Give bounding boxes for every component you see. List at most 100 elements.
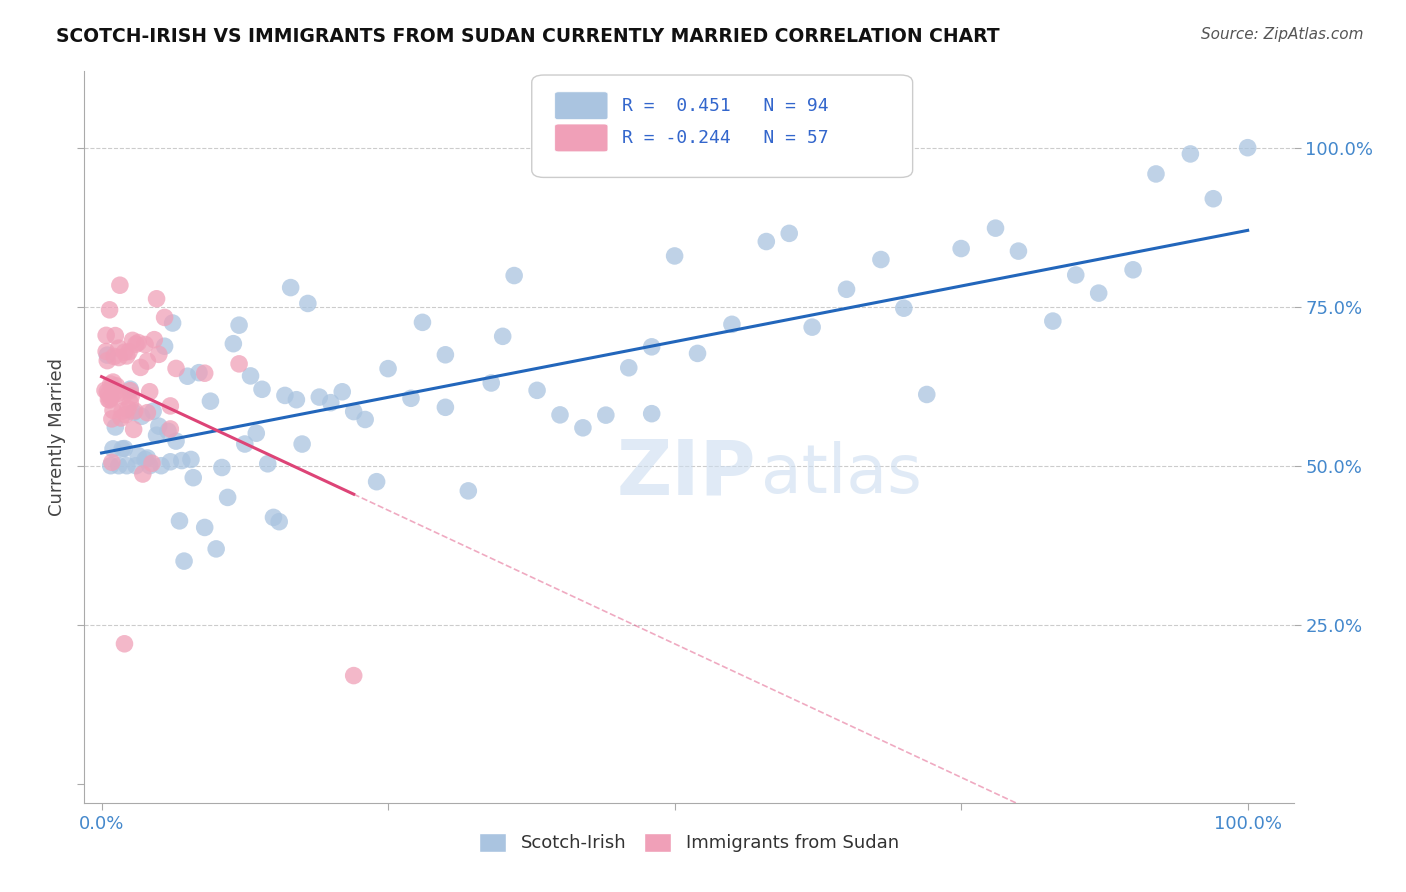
Point	[434, 348, 457, 362]
Point	[145, 428, 167, 442]
Point	[1180, 147, 1202, 161]
Point	[117, 401, 139, 416]
Point	[173, 554, 195, 568]
Point	[125, 337, 148, 351]
Point	[142, 404, 165, 418]
Point	[915, 387, 938, 401]
Point	[893, 301, 915, 316]
Point	[100, 458, 122, 473]
Point	[118, 344, 141, 359]
Point	[104, 384, 127, 399]
Point	[132, 467, 155, 481]
Point	[134, 452, 156, 467]
Point	[169, 514, 191, 528]
Point	[120, 389, 142, 403]
Text: ZIP: ZIP	[616, 437, 756, 510]
Point	[354, 412, 377, 426]
Point	[180, 452, 202, 467]
Point	[115, 349, 138, 363]
Point	[107, 386, 129, 401]
Point	[434, 401, 457, 415]
Point	[291, 437, 314, 451]
Text: SCOTCH-IRISH VS IMMIGRANTS FROM SUDAN CURRENTLY MARRIED CORRELATION CHART: SCOTCH-IRISH VS IMMIGRANTS FROM SUDAN CU…	[56, 27, 1000, 45]
Point	[120, 395, 142, 409]
Point	[366, 475, 388, 489]
Point	[1122, 262, 1144, 277]
Point	[114, 442, 136, 456]
Point	[96, 353, 118, 368]
Point	[194, 520, 217, 534]
Point	[280, 280, 302, 294]
Point	[526, 384, 548, 398]
Point	[136, 406, 159, 420]
Point	[124, 404, 146, 418]
Point	[105, 379, 128, 393]
Point	[148, 419, 170, 434]
Point	[250, 382, 273, 396]
Point	[129, 360, 152, 375]
Point	[503, 268, 526, 283]
Point	[98, 392, 121, 407]
Legend: Scotch-Irish, Immigrants from Sudan: Scotch-Irish, Immigrants from Sudan	[472, 826, 905, 860]
Point	[548, 408, 571, 422]
Point	[153, 310, 176, 325]
Point	[94, 328, 117, 343]
Point	[165, 434, 187, 449]
Point	[572, 421, 595, 435]
Point	[101, 412, 124, 426]
Point	[94, 344, 117, 359]
Point	[138, 458, 160, 473]
Point	[188, 366, 211, 380]
Point	[94, 384, 117, 398]
Point	[256, 457, 278, 471]
Point	[162, 316, 184, 330]
Point	[104, 328, 127, 343]
Point	[755, 235, 778, 249]
Point	[159, 399, 181, 413]
Point	[194, 366, 217, 380]
FancyBboxPatch shape	[555, 124, 607, 152]
Point	[100, 391, 122, 405]
Point	[107, 341, 129, 355]
FancyBboxPatch shape	[531, 75, 912, 178]
Point	[1236, 141, 1258, 155]
Point	[125, 458, 148, 473]
Point	[211, 460, 233, 475]
Text: atlas: atlas	[762, 441, 922, 507]
Point	[479, 376, 502, 390]
Text: R =  0.451   N = 94: R = 0.451 N = 94	[623, 96, 830, 115]
Point	[239, 368, 262, 383]
Y-axis label: Currently Married: Currently Married	[48, 358, 66, 516]
Point	[141, 456, 163, 470]
Point	[112, 389, 135, 403]
Point	[121, 334, 143, 348]
Point	[148, 347, 170, 361]
Point	[1042, 314, 1064, 328]
Point	[319, 395, 342, 409]
Point	[269, 515, 291, 529]
Point	[617, 360, 640, 375]
Point	[138, 384, 160, 399]
Point	[308, 390, 330, 404]
Point	[96, 348, 118, 362]
Point	[343, 404, 366, 418]
Point	[457, 483, 479, 498]
Point	[1202, 192, 1225, 206]
Point	[159, 422, 181, 436]
Point	[115, 458, 138, 473]
Point	[641, 340, 664, 354]
Point	[664, 249, 686, 263]
Point	[101, 375, 124, 389]
Point	[110, 411, 132, 425]
Point	[122, 405, 145, 419]
Point	[127, 335, 149, 350]
Point	[108, 278, 131, 293]
Point	[228, 318, 250, 333]
Point	[274, 388, 297, 402]
Point	[285, 392, 308, 407]
Point	[101, 455, 124, 469]
Point	[721, 318, 744, 332]
Point	[411, 315, 433, 329]
Point	[686, 346, 709, 360]
Point	[641, 407, 664, 421]
